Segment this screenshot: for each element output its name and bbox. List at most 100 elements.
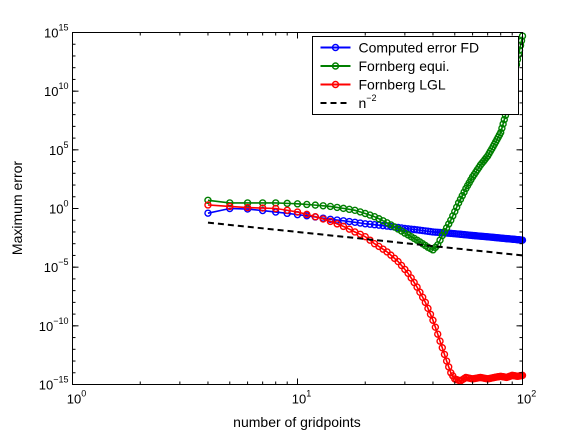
x-tick-label-base: 10	[517, 392, 531, 407]
data-point	[361, 232, 369, 241]
data-point	[345, 225, 354, 233]
data-point	[421, 227, 430, 235]
data-point	[326, 217, 335, 226]
legend-label: Fornberg LGL	[359, 77, 446, 93]
data-point	[429, 228, 437, 236]
data-point	[458, 192, 466, 200]
y-tick-label-exponent: 15	[58, 23, 68, 33]
y-tick-label: 105	[49, 140, 68, 158]
y-tick-label: 10−10	[39, 316, 69, 334]
data-point	[442, 224, 451, 232]
data-point	[311, 201, 320, 209]
data-point	[436, 337, 444, 345]
data-point	[438, 344, 446, 352]
y-tick-label-exponent: −10	[53, 316, 68, 326]
data-point	[204, 196, 212, 205]
data-point	[361, 220, 369, 228]
data-point	[375, 215, 383, 223]
y-tick-label: 10−15	[39, 375, 69, 393]
data-point	[440, 350, 449, 359]
legend-swatch-marker	[331, 62, 340, 70]
y-tick-label: 1010	[44, 81, 68, 99]
x-tick-label-exponent: 1	[306, 389, 311, 399]
data-point	[440, 227, 449, 236]
data-point	[421, 298, 430, 307]
data-point	[387, 221, 395, 229]
data-point	[431, 323, 440, 331]
y-tick-label-base: 10	[39, 319, 53, 334]
data-point	[243, 199, 252, 207]
data-point	[303, 200, 311, 209]
data-point	[447, 216, 455, 224]
data-point	[424, 304, 432, 313]
y-tick-label-exponent: 0	[63, 199, 68, 209]
y-tick-label: 100	[49, 199, 68, 217]
data-point	[497, 128, 505, 137]
x-tick-label: 100	[67, 389, 86, 407]
y-axis-label: Maximum error	[9, 161, 25, 255]
series-line	[207, 221, 523, 257]
data-point	[361, 209, 369, 218]
data-point	[434, 330, 442, 338]
data-point	[499, 120, 507, 128]
data-point	[366, 220, 374, 228]
y-tick-label-exponent: 10	[58, 81, 68, 91]
data-point	[456, 195, 465, 204]
y-tick-label: 10−5	[44, 257, 69, 275]
data-point	[339, 222, 348, 231]
y-tick-label-base: 10	[44, 84, 58, 99]
data-point	[303, 210, 311, 219]
x-tick-label-base: 10	[67, 392, 81, 407]
x-tick-label-base: 10	[292, 392, 306, 407]
data-point	[326, 202, 335, 211]
legend-label: n−2	[359, 93, 377, 111]
data-point	[449, 212, 457, 220]
legend-swatch-marker	[331, 43, 340, 52]
data-point	[460, 188, 468, 196]
data-point	[258, 199, 267, 207]
y-tick-label-exponent: −5	[58, 257, 68, 267]
legend-label: Computed error FD	[359, 40, 480, 56]
y-tick-label-exponent: 5	[63, 140, 68, 150]
data-point	[293, 208, 302, 216]
legend-label-base: n	[359, 95, 367, 111]
data-point	[454, 199, 463, 207]
legend-label: Fornberg equi.	[359, 58, 450, 74]
data-point	[243, 203, 252, 212]
data-point	[226, 202, 234, 211]
y-tick-label-base: 10	[49, 143, 63, 158]
y-tick-label-exponent: −15	[53, 375, 68, 385]
y-tick-label-base: 10	[44, 26, 58, 41]
data-point	[379, 217, 387, 225]
data-point	[383, 219, 391, 227]
data-point	[426, 310, 435, 318]
data-point	[445, 220, 453, 228]
data-point	[319, 215, 327, 223]
data-point	[438, 231, 446, 240]
x-axis-label: number of gridpoints	[233, 414, 361, 430]
y-tick-label-base: 10	[39, 378, 53, 393]
legend: Computed error FD Fornberg equi. Fornberg …	[312, 36, 519, 115]
x-tick-label-exponent: 2	[531, 389, 536, 399]
x-tick-label-exponent: 0	[81, 389, 86, 399]
data-point	[283, 206, 291, 214]
data-point	[272, 204, 280, 213]
data-point	[258, 204, 267, 212]
x-tick-label: 102	[517, 389, 536, 407]
legend-label-exponent: −2	[366, 93, 376, 103]
y-tick-label-base: 10	[49, 202, 63, 217]
y-tick-label-base: 10	[44, 260, 58, 275]
data-point	[370, 220, 379, 229]
data-point	[500, 115, 508, 124]
data-point	[333, 220, 341, 228]
data-point	[453, 203, 461, 211]
legend-swatch-marker	[331, 80, 340, 89]
data-point	[451, 207, 459, 216]
legend-box	[312, 36, 519, 115]
data-point	[204, 209, 212, 217]
data-point	[356, 219, 364, 227]
series-4	[207, 221, 523, 257]
y-tick-label: 1015	[44, 23, 68, 41]
x-tick-label: 101	[292, 389, 311, 407]
